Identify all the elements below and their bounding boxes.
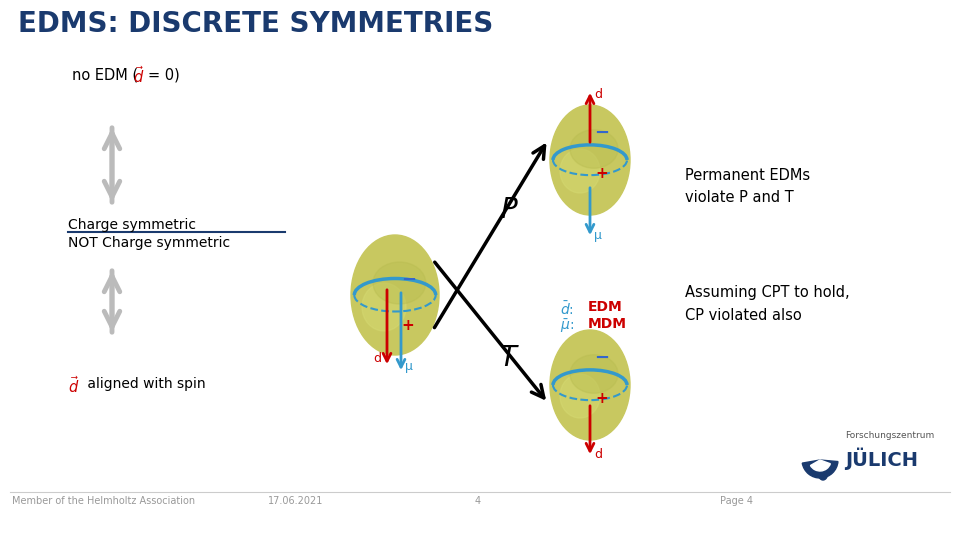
Text: Charge symmetric: Charge symmetric: [68, 218, 196, 232]
Text: 17.06.2021: 17.06.2021: [268, 496, 324, 506]
Text: violate P and T: violate P and T: [685, 190, 794, 205]
Text: d: d: [594, 448, 602, 461]
Text: $\bar{d}$:: $\bar{d}$:: [560, 300, 574, 318]
Wedge shape: [803, 460, 838, 478]
Text: $\vec{d}$: $\vec{d}$: [68, 375, 80, 396]
Ellipse shape: [550, 330, 630, 440]
Text: P: P: [500, 196, 516, 224]
Ellipse shape: [373, 262, 426, 304]
Ellipse shape: [819, 468, 828, 480]
Text: aligned with spin: aligned with spin: [83, 377, 205, 391]
Text: Member of the Helmholtz Association: Member of the Helmholtz Association: [12, 496, 195, 506]
Text: EDMS: DISCRETE SYMMETRIES: EDMS: DISCRETE SYMMETRIES: [18, 10, 493, 38]
Text: +: +: [595, 392, 609, 406]
Text: $\bar{\mu}$:: $\bar{\mu}$:: [560, 317, 574, 335]
Text: +: +: [402, 318, 415, 333]
Ellipse shape: [560, 149, 600, 193]
Text: no EDM (: no EDM (: [72, 68, 138, 83]
Text: d: d: [373, 352, 381, 365]
Text: JÜLICH: JÜLICH: [845, 448, 918, 470]
Text: = 0): = 0): [148, 68, 180, 83]
Text: Assuming CPT to hold,: Assuming CPT to hold,: [685, 285, 850, 300]
Text: $\vec{d}$: $\vec{d}$: [133, 65, 144, 86]
Ellipse shape: [570, 355, 618, 393]
Text: Forschungszentrum: Forschungszentrum: [845, 431, 934, 440]
Text: Page 4: Page 4: [720, 496, 753, 506]
Text: 4: 4: [475, 496, 481, 506]
Ellipse shape: [362, 283, 406, 331]
Text: EDM: EDM: [588, 300, 623, 314]
Text: −: −: [594, 348, 610, 367]
Ellipse shape: [570, 130, 618, 168]
Text: NOT Charge symmetric: NOT Charge symmetric: [68, 236, 230, 250]
Text: MDM: MDM: [588, 317, 627, 331]
Ellipse shape: [351, 235, 439, 355]
Text: −: −: [400, 271, 416, 289]
Wedge shape: [810, 460, 830, 471]
Text: Permanent EDMs: Permanent EDMs: [685, 168, 810, 183]
Text: μ: μ: [594, 229, 602, 242]
Text: T: T: [500, 344, 517, 372]
Text: CP violated also: CP violated also: [685, 308, 802, 323]
Text: d: d: [594, 88, 602, 101]
Text: −: −: [594, 124, 610, 141]
Text: μ: μ: [405, 360, 413, 373]
Ellipse shape: [560, 374, 600, 418]
Text: +: +: [595, 166, 609, 181]
Ellipse shape: [550, 105, 630, 215]
